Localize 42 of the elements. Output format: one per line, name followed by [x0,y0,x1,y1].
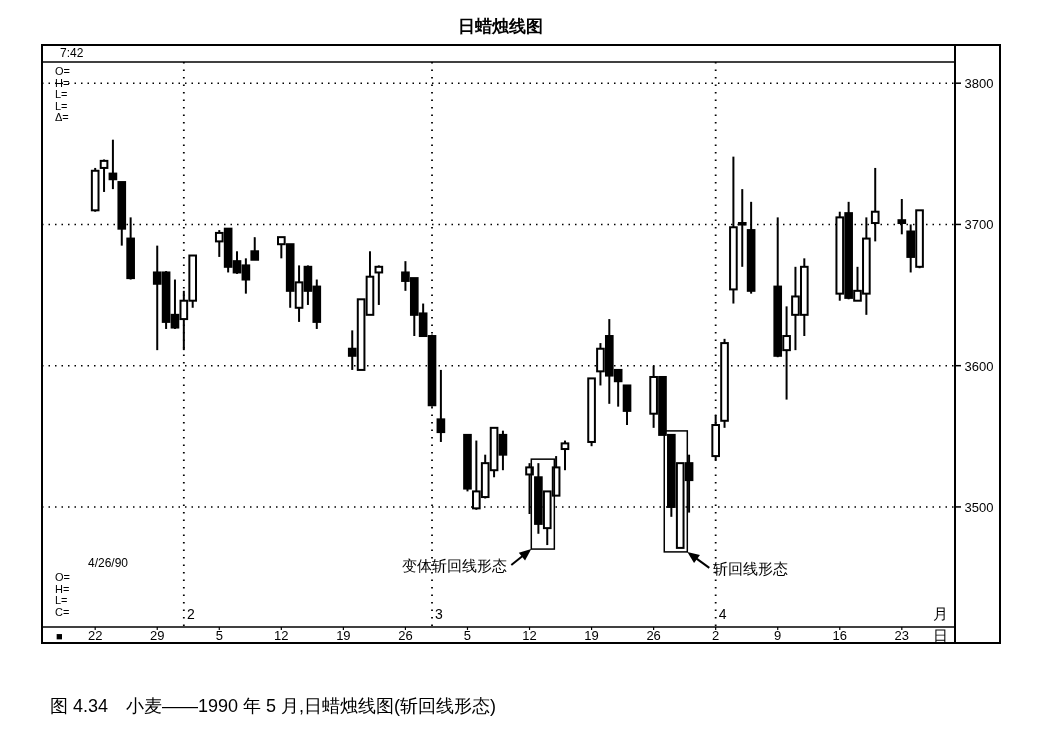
annotation: 斩回线形态 [713,559,789,577]
annotation: O= H= L= L= Δ= [55,65,70,123]
x-tick-label: 12 [274,628,289,643]
ref-line: 2 [182,61,195,628]
annotation: 4/26/90 [88,556,129,570]
candlestick [374,264,384,306]
x-tick-label: 26 [646,628,661,643]
y-tick-label: 3800 [964,76,994,92]
annotation: O= H= L= C= [55,571,70,618]
caption: 图 4.34 小麦——1990 年 5 月,日蜡烛线图(斩回线形态) [50,696,497,716]
candlestick [870,166,880,243]
x-tick-label: 2 [712,628,720,643]
x-tick-label: 9 [774,628,782,643]
candlestick [99,158,109,193]
ref-line-label: 3 [435,606,444,622]
ref-line-label: 4 [718,606,727,622]
x-tick-label: 19 [336,628,351,643]
y-tick-label: 3500 [964,499,994,515]
x-tick-label: 23 [894,628,910,643]
text: ■ [56,630,63,642]
chart-title: 日蜡烛线图 [457,17,543,36]
x-tick-label: 5 [463,628,472,643]
x-tick-label: 19 [584,628,599,643]
text: 7:42 [60,46,84,60]
y-tick-label: 3700 [964,217,994,233]
ref-line-label: 2 [186,606,195,622]
x-tick-label: 16 [832,628,847,643]
candlestick [108,138,118,191]
x-tick-label: 26 [398,628,413,643]
candlestick [250,236,260,261]
annotation: 日 [932,627,948,644]
x-tick-label: 12 [522,628,537,643]
annotation: 变体斩回线形态 [402,557,508,575]
annotation: 月 [932,605,948,622]
candlestick [737,188,747,268]
candlestick [525,462,534,515]
candlestick [560,439,570,472]
y-tick-label: 3600 [964,358,994,374]
x-tick-label: 29 [150,628,165,643]
x-tick-label: 22 [87,628,103,643]
x-tick-label: 5 [215,628,223,643]
candlestick [436,368,446,443]
